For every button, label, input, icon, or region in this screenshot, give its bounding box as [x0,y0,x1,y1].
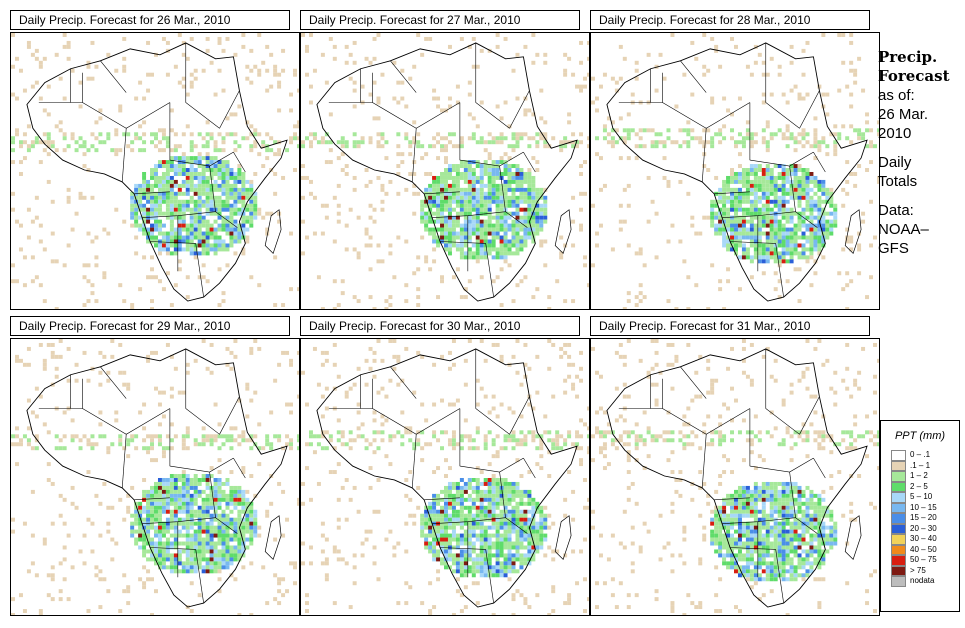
panel-title: Daily Precip. Forecast for 29 Mar., 2010 [10,316,290,336]
legend-item: > 75 [881,565,959,576]
asof-label: as of: [878,87,915,104]
forecast-panel: Daily Precip. Forecast for 27 Mar., 2010 [300,10,590,310]
asof-date-line1: 26 Mar. [878,106,929,123]
legend-item: 0 – .1 [881,450,959,461]
legend-item: 1 – 2 [881,471,959,482]
forecast-panel: Daily Precip. Forecast for 28 Mar., 2010 [590,10,880,310]
legend-swatch [891,576,906,587]
panel-title: Daily Precip. Forecast for 28 Mar., 2010 [590,10,870,30]
asof-date-line2: 2010 [878,125,912,142]
forecast-panel: Daily Precip. Forecast for 26 Mar., 2010 [10,10,300,310]
panel-title: Daily Precip. Forecast for 26 Mar., 2010 [10,10,290,30]
precip-map [300,32,590,310]
legend-title: PPT (mm) [894,430,946,442]
precip-map [10,338,300,616]
forecast-panel: Daily Precip. Forecast for 30 Mar., 2010 [300,316,590,616]
legend-item: 2 – 5 [881,481,959,492]
legend-item: 5 – 10 [881,492,959,503]
legend-item: 40 – 50 [881,544,959,555]
legend-item: 15 – 20 [881,513,959,524]
legend-swatch [891,481,906,492]
legend-item: 10 – 15 [881,502,959,513]
legend-label: 30 – 40 [910,534,937,543]
legend-label: 20 – 30 [910,523,937,533]
data-source-line1: NOAA– [878,221,929,238]
legend-label: nodata [910,576,935,585]
legend-swatch [891,534,906,545]
legend-label: > 75 [910,565,926,575]
precip-map [300,338,590,616]
legend-swatch [891,471,906,482]
legend-swatch [891,492,906,503]
legend-swatch [891,565,906,576]
legend-item: 30 – 40 [881,534,959,545]
legend-item: .1 – 1 [881,460,959,471]
legend-label: 2 – 5 [910,481,928,491]
precip-map [590,32,880,310]
legend-label: 10 – 15 [910,502,937,512]
daily-label-line1: Daily [878,154,912,171]
info-heading-line1: Precip. [878,48,938,66]
data-source-line2: GFS [878,240,909,257]
precip-map [10,32,300,310]
legend-label: 1 – 2 [910,471,928,480]
legend-item: 50 – 75 [881,555,959,566]
legend-label: .1 – 1 [910,460,931,470]
data-label: Data: [878,202,914,219]
legend-swatch [891,544,906,555]
legend-label: 40 – 50 [910,544,937,554]
legend-swatch [891,523,906,534]
panel-title: Daily Precip. Forecast for 30 Mar., 2010 [300,316,580,336]
legend-label: 50 – 75 [910,555,937,564]
legend-label: 0 – .1 [910,450,931,459]
legend-swatch [891,502,906,513]
legend-swatch [891,555,906,566]
forecast-panel: Daily Precip. Forecast for 29 Mar., 2010 [10,316,300,616]
legend-swatch [891,460,906,471]
panel-title: Daily Precip. Forecast for 31 Mar., 2010 [590,316,870,336]
panel-title: Daily Precip. Forecast for 27 Mar., 2010 [300,10,580,30]
legend-item: nodata [881,576,959,587]
legend-item: 20 – 30 [881,523,959,534]
precip-map [590,338,880,616]
forecast-info: Precip. Forecast as of: 26 Mar. 2010 Dai… [878,48,962,258]
legend-swatch [891,450,906,461]
info-heading-line2: Forecast [878,67,950,85]
legend-label: 15 – 20 [910,513,937,522]
legend-label: 5 – 10 [910,492,933,501]
ppt-legend: PPT (mm) 0 – .1 .1 – 1 1 – 2 2 – 5 5 – 1… [880,420,960,612]
daily-label-line2: Totals [878,173,918,190]
legend-swatch [891,513,906,524]
forecast-panel: Daily Precip. Forecast for 31 Mar., 2010 [590,316,880,616]
